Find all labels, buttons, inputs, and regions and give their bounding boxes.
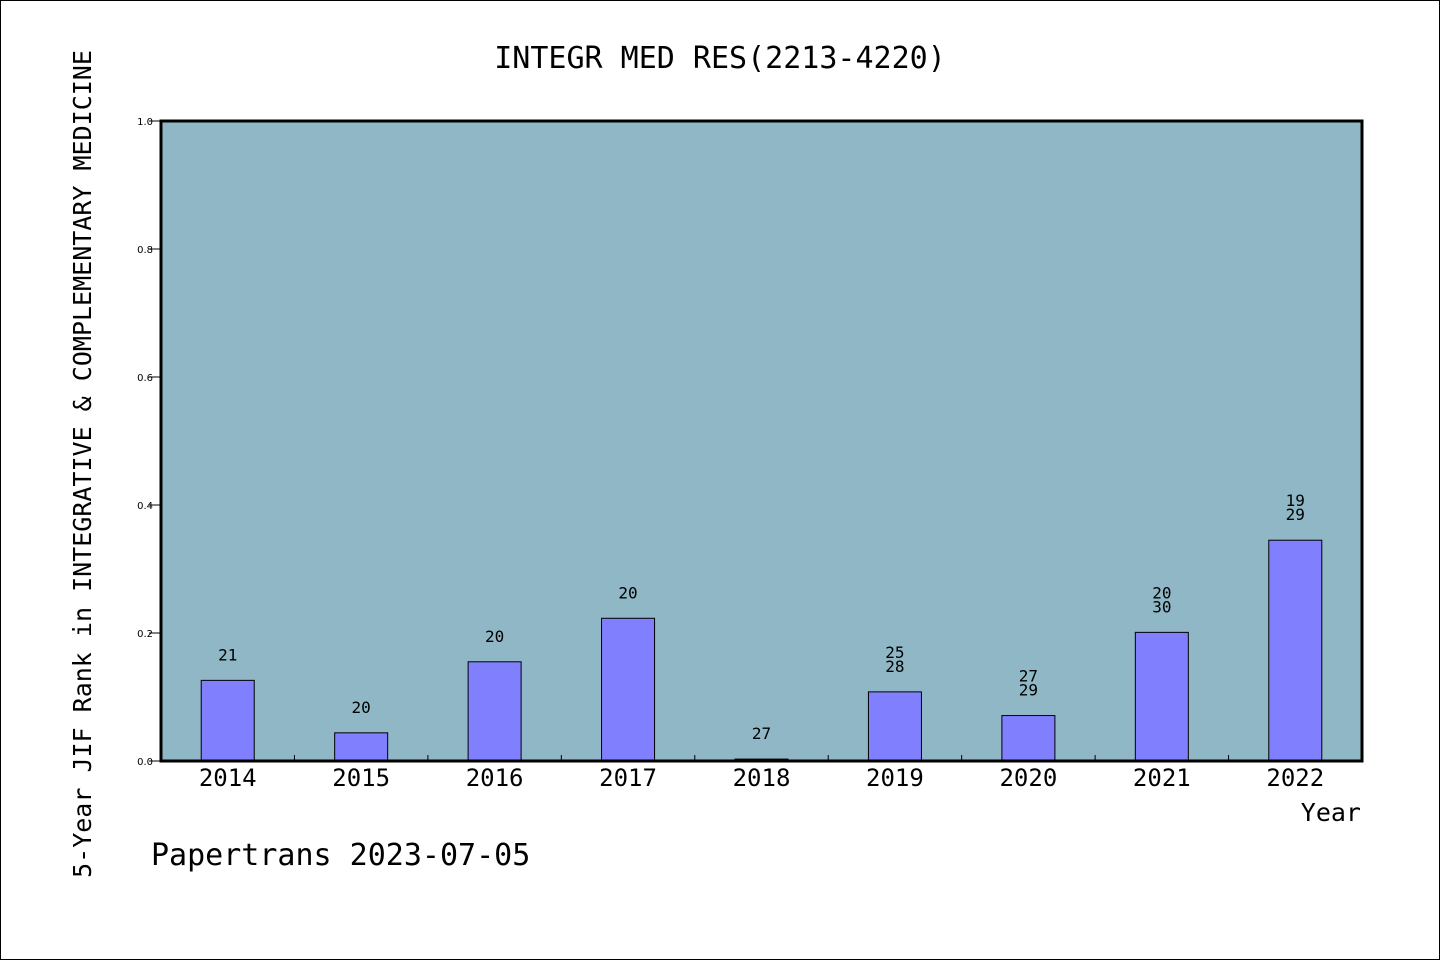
bar-annotation-2019-1: 25 [885,643,904,662]
bar-2021 [1134,631,1189,762]
x-axis-label: Year [1301,798,1361,827]
y-axis-label: 5-Year JIF Rank in INTEGRATIVE & COMPLEM… [68,50,97,878]
chart-title: INTEGR MED RES(2213-4220) [494,41,946,76]
x-tick-2017: 2017 [599,764,657,792]
bar-annotation-2022-2: 29 [1286,505,1305,524]
x-tick-2018: 2018 [733,764,791,792]
bar-annotation-2020-2: 29 [1019,681,1038,700]
y-tick-label-2: 0.4 [137,501,153,512]
x-tick-2021: 2021 [1133,764,1191,792]
bar-annotation-2022-1: 19 [1286,491,1305,510]
plot-border [159,119,1364,763]
bar-annotation-2015-1: 20 [352,698,371,717]
bar-2014 [200,679,255,762]
bar-annotation-2021-2: 30 [1152,597,1171,616]
bar-2019 [867,691,922,762]
x-ticks: 2014 2015 2016 2017 2018 2019 2020 2021 2022 [199,755,1324,792]
bar-annotation-2021-1: 20 [1152,583,1171,602]
bar-2022 [1268,539,1323,762]
x-tick-2016: 2016 [466,764,524,792]
bar-annotation-2016-1: 20 [485,627,504,646]
footer-credit: Papertrans 2023-07-05 [151,838,530,873]
bar-2015 [334,732,389,762]
bar-2016 [467,661,522,762]
bars-layer [200,539,1323,762]
bar-annotation-2019-2: 28 [885,657,904,676]
bar-annotation-2017-1: 20 [618,583,637,602]
x-tick-2014: 2014 [199,764,257,792]
bar-annotation-2020-1: 27 [1019,667,1038,686]
y-tick-label-1: 0.2 [137,629,153,640]
y-tick-label-5: 1.0 [137,117,153,128]
y-tick-label-3: 0.6 [137,373,153,384]
y-ticks: 0.0 0.2 0.4 0.6 0.8 1.0 [137,117,161,768]
x-tick-2019: 2019 [866,764,924,792]
x-tick-2015: 2015 [332,764,390,792]
y-tick-label-4: 0.8 [137,245,153,256]
x-tick-2020: 2020 [999,764,1057,792]
bar-2017 [601,617,656,762]
bar-2020 [1001,715,1056,762]
y-tick-label-0: 0.0 [137,757,153,768]
bar-annotation-2018-1: 27 [752,724,771,743]
bar-annotation-2014-1: 21 [218,645,237,664]
x-tick-2022: 2022 [1266,764,1324,792]
